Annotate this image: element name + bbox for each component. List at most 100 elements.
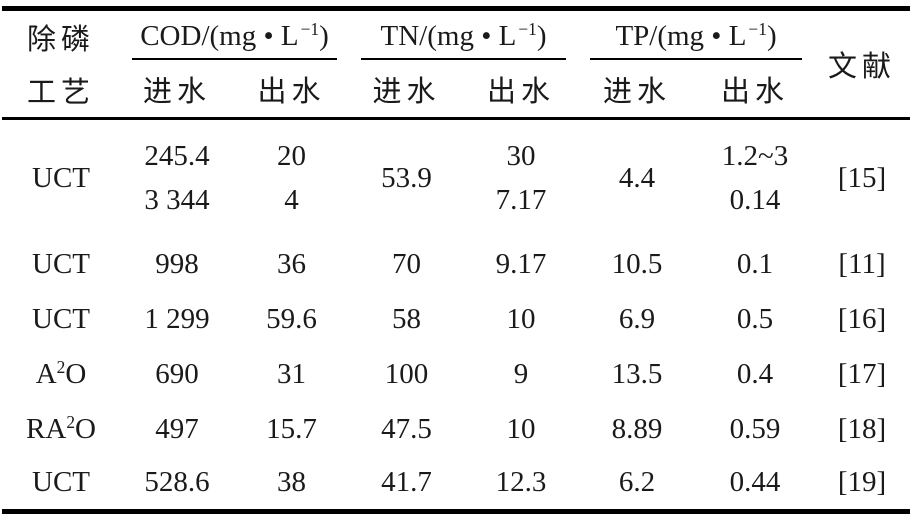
tn-unit-label: TN/(mg • L −1)	[361, 19, 567, 61]
cell-cod-influent: 1 299	[120, 292, 234, 347]
table-row: RA2O 497 15.7 47.5 10 8.89 0.59 [18]	[2, 402, 910, 457]
value: 10.5	[611, 247, 663, 280]
value-line: 0.14	[729, 184, 781, 217]
process-header-stack: 除磷 工艺	[2, 11, 120, 117]
cell-tp-influent: 4.4	[578, 119, 696, 237]
cell-cod-effluent: 38	[234, 456, 349, 514]
table-row: UCT 245.4 3 344 20 4 53.9 30 7.17 4.4	[2, 119, 910, 237]
cell-cod-effluent: 20 4	[234, 119, 349, 237]
cell-tn-effluent: 10	[464, 402, 578, 457]
value: 0.4	[736, 357, 774, 390]
process-name: RA	[26, 412, 67, 445]
cell-tp-effluent: 1.2~3 0.14	[696, 119, 814, 237]
tp-unit-post: )	[766, 20, 777, 53]
cell-tp-effluent: 0.5	[696, 292, 814, 347]
cod-unit-superscript: −1	[300, 18, 320, 39]
reference-number: [18]	[837, 412, 887, 445]
col-header-process: 除磷 工艺	[2, 8, 120, 120]
value-line: 20	[277, 140, 306, 173]
value: 0.5	[736, 302, 774, 335]
process-name: UCT	[32, 302, 90, 335]
cod-unit-post: )	[319, 20, 329, 53]
col-header-cod-effluent: 出水	[234, 60, 349, 121]
cell-tn-effluent: 10	[464, 292, 578, 347]
header-row-subcolumns: 进水 出水 进水 出水 进水 出水	[2, 60, 910, 121]
process-header-line2: 工艺	[26, 77, 95, 109]
tn-unit-post: )	[536, 20, 547, 53]
value: 31	[277, 357, 306, 390]
table-row: A2O 690 31 100 9 13.5 0.4 [17]	[2, 347, 910, 402]
tp-unit-pre: TP/(mg • L	[615, 20, 747, 53]
cell-tp-influent: 6.9	[578, 292, 696, 347]
cell-reference: [17]	[814, 347, 910, 402]
col-group-tn: TN/(mg • L −1)	[349, 9, 578, 61]
cell-tp-effluent: 0.4	[696, 347, 814, 402]
value: 6.2	[618, 466, 656, 499]
cell-process: UCT	[2, 237, 120, 292]
value-line: 4	[284, 184, 299, 217]
cell-reference: [16]	[814, 292, 910, 347]
reference-number: [15]	[837, 161, 887, 194]
value: 0.44	[729, 466, 781, 499]
value: 10	[506, 302, 536, 335]
reference-number: [19]	[837, 466, 887, 499]
value: 497	[155, 412, 199, 445]
cell-tn-effluent: 12.3	[464, 456, 579, 514]
cell-tn-influent: 100	[349, 347, 464, 402]
cell-cod-effluent: 36	[234, 237, 349, 292]
reference-number: [11]	[838, 247, 886, 280]
cod-unit-pre: COD/(mg • L	[140, 20, 299, 53]
value: 8.89	[611, 412, 663, 445]
table-row: UCT 528.6 38 41.7 12.3 6.2 0.44 [19]	[2, 456, 911, 514]
value-line: 1.2~3	[721, 140, 789, 173]
value-line: 30	[506, 140, 536, 173]
cell-cod-effluent: 15.7	[234, 402, 349, 457]
tp-unit-superscript: −1	[748, 18, 767, 39]
process-name: A	[35, 357, 57, 390]
tp-unit-label: TP/(mg • L −1)	[590, 18, 803, 61]
value: 690	[155, 357, 199, 390]
value: 53.9	[381, 161, 432, 194]
value: 70	[392, 247, 421, 280]
cell-tn-influent: 53.9	[349, 119, 464, 237]
reference-number: [16]	[837, 302, 887, 335]
cell-process: RA2O	[2, 402, 120, 457]
cell-cod-influent: 528.6	[120, 456, 234, 514]
col-header-reference: 文献	[814, 8, 911, 120]
value: 1 299	[144, 302, 210, 335]
value: 47.5	[381, 412, 432, 445]
cell-tn-influent: 70	[349, 237, 464, 292]
process-superscript: 2	[56, 356, 66, 377]
cell-cod-influent: 497	[120, 402, 234, 457]
col-group-tp: TP/(mg • L −1)	[578, 9, 814, 61]
cell-tp-effluent: 0.44	[696, 456, 815, 514]
cell-tn-influent: 41.7	[349, 456, 464, 514]
process-name: UCT	[32, 466, 90, 499]
cod-unit-label: COD/(mg • L −1)	[132, 18, 337, 61]
process-name: UCT	[32, 247, 90, 280]
cell-cod-influent: 998	[120, 237, 234, 292]
value: 9.17	[495, 247, 547, 280]
value: 10	[506, 412, 536, 445]
process-suffix: O	[65, 357, 87, 390]
cell-cod-influent: 690	[120, 347, 234, 402]
value: 38	[277, 466, 306, 499]
value-line: 3 344	[144, 184, 210, 217]
value: 13.5	[611, 357, 663, 390]
value: 100	[384, 357, 429, 390]
process-name: UCT	[32, 161, 90, 194]
cell-tn-influent: 58	[349, 292, 464, 347]
value: 0.1	[736, 247, 774, 280]
cell-reference: [11]	[814, 237, 910, 292]
value: 36	[277, 247, 306, 280]
value: 58	[392, 302, 421, 335]
process-header-line1: 除磷	[26, 24, 95, 56]
value: 12.3	[495, 466, 547, 499]
cell-cod-effluent: 31	[234, 347, 349, 402]
process-superscript: 2	[66, 411, 76, 432]
cell-tn-effluent: 9	[464, 347, 578, 402]
process-suffix: O	[75, 412, 96, 445]
table-row: UCT 998 36 70 9.17 10.5 0.1 [11]	[2, 237, 910, 292]
value: 4.4	[618, 161, 656, 194]
reference-number: [17]	[837, 357, 887, 390]
